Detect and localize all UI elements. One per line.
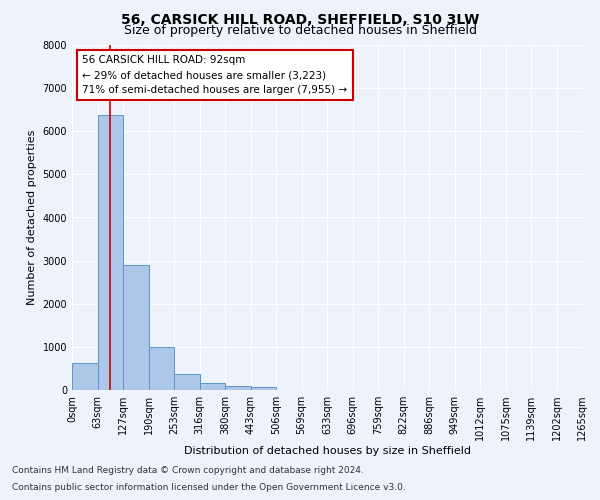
- Y-axis label: Number of detached properties: Number of detached properties: [27, 130, 37, 305]
- Bar: [199, 384, 225, 390]
- Bar: [149, 347, 174, 390]
- Text: 56, CARSICK HILL ROAD, SHEFFIELD, S10 3LW: 56, CARSICK HILL ROAD, SHEFFIELD, S10 3L…: [121, 12, 479, 26]
- Text: Contains HM Land Registry data © Crown copyright and database right 2024.: Contains HM Land Registry data © Crown c…: [12, 466, 364, 475]
- Bar: [97, 115, 123, 390]
- Text: Contains public sector information licensed under the Open Government Licence v3: Contains public sector information licen…: [12, 484, 406, 492]
- Bar: [251, 387, 276, 390]
- Bar: [225, 386, 251, 390]
- Bar: [72, 364, 97, 390]
- Bar: [123, 264, 149, 390]
- Text: 56 CARSICK HILL ROAD: 92sqm
← 29% of detached houses are smaller (3,223)
71% of : 56 CARSICK HILL ROAD: 92sqm ← 29% of det…: [82, 56, 347, 95]
- Text: Size of property relative to detached houses in Sheffield: Size of property relative to detached ho…: [124, 24, 476, 37]
- X-axis label: Distribution of detached houses by size in Sheffield: Distribution of detached houses by size …: [184, 446, 470, 456]
- Bar: [174, 374, 199, 390]
